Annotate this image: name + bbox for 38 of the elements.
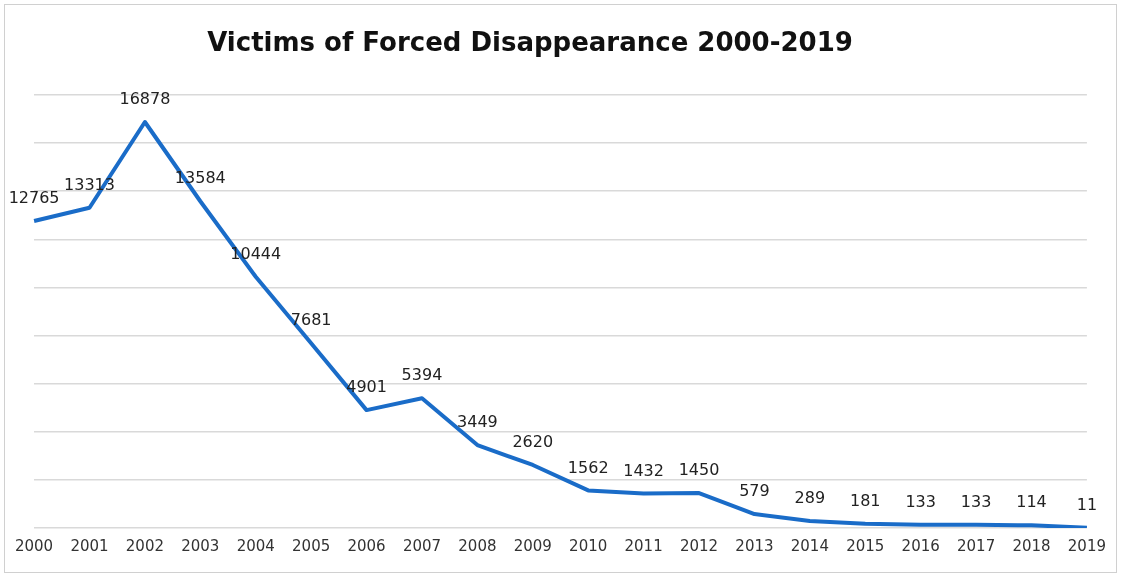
x-tick-label: 2011 [624, 536, 663, 555]
x-tick-label: 2003 [181, 536, 220, 555]
data-label: 3449 [457, 412, 498, 432]
x-tick-label: 2012 [679, 536, 719, 555]
x-tick-label: 2014 [790, 536, 829, 555]
data-label: 2620 [512, 432, 554, 452]
data-label: 114 [1016, 492, 1047, 512]
x-tick-label: 2010 [569, 536, 608, 555]
x-tick-label: 2019 [1067, 536, 1107, 555]
x-tick-label: 2008 [458, 536, 497, 555]
x-tick-label: 2018 [1012, 536, 1051, 555]
data-label: 11 [1076, 494, 1098, 514]
data-label: 289 [794, 488, 826, 508]
data-label: 133 [905, 491, 936, 511]
x-tick-label: 2015 [846, 536, 885, 555]
data-label: 1562 [567, 457, 609, 477]
x-tick-label: 2009 [513, 536, 552, 555]
x-tick-label: 2013 [735, 536, 774, 555]
chart-title: Victims of Forced Disappearance 2000-2019 [206, 27, 854, 57]
x-tick-label: 2002 [125, 536, 164, 555]
x-tick-label: 2016 [901, 536, 940, 555]
data-label: 579 [739, 481, 770, 501]
x-tick-label: 2004 [236, 536, 275, 555]
data-label: 7681 [290, 310, 332, 330]
x-tick-label: 2001 [70, 536, 109, 555]
data-label: 1432 [623, 460, 664, 480]
data-label: 16878 [119, 89, 171, 109]
data-label: 4901 [346, 377, 387, 397]
data-label: 181 [849, 490, 881, 510]
x-tick-label: 2017 [957, 536, 996, 555]
data-label: 12765 [8, 188, 60, 208]
x-tick-label: 2000 [14, 536, 54, 555]
x-tick-label: 2007 [402, 536, 442, 555]
data-label: 5394 [401, 365, 443, 385]
x-tick-label: 2006 [347, 536, 386, 555]
data-label: 133 [960, 491, 992, 511]
x-tick-label: 2005 [292, 536, 331, 555]
data-label: 1450 [678, 460, 720, 480]
